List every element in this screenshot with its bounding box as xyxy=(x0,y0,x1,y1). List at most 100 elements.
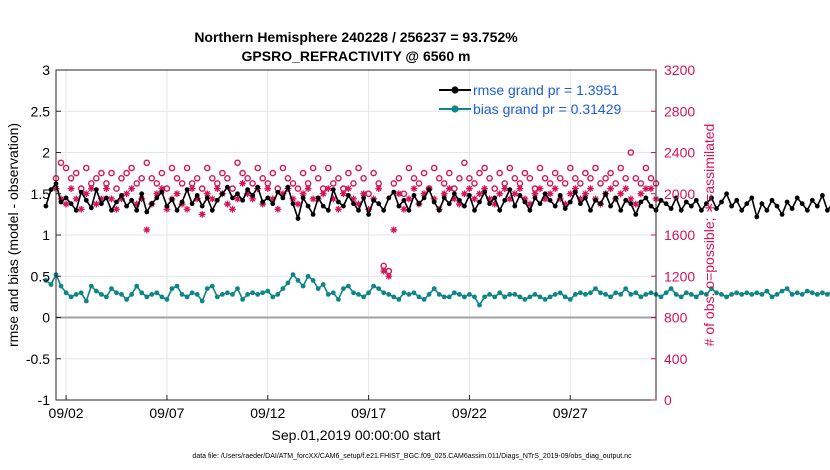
bias-point xyxy=(502,294,508,300)
bias-point xyxy=(214,294,220,300)
rmse-point xyxy=(73,207,79,213)
obs-assimilated-point xyxy=(67,185,75,192)
rmse-point xyxy=(280,195,286,201)
rmse-point xyxy=(820,193,825,198)
rmse-point xyxy=(704,201,709,207)
bias-point xyxy=(446,294,452,300)
x-tick-label: 09/07 xyxy=(149,405,184,421)
bias-point xyxy=(557,290,563,296)
rmse-point xyxy=(356,207,361,213)
rmse-point xyxy=(668,206,674,212)
obs-assimilated-point xyxy=(224,200,231,208)
rmse-point xyxy=(593,197,598,203)
obs-possible-point xyxy=(440,180,448,187)
bias-point xyxy=(598,290,603,296)
right-tick-label: 2400 xyxy=(664,145,695,161)
rmse-point xyxy=(99,201,104,207)
bias-point xyxy=(825,292,830,297)
obs-assimilated-point xyxy=(516,185,524,192)
bias-point xyxy=(492,294,498,300)
obs-assimilated-point xyxy=(556,195,564,203)
rmse-point xyxy=(230,195,235,201)
bias-point xyxy=(270,294,276,300)
bias-point xyxy=(285,280,291,286)
rmse-point xyxy=(598,201,603,207)
rmse-point xyxy=(764,207,770,213)
rmse-point xyxy=(719,199,724,205)
rmse-point xyxy=(547,197,553,203)
bias-point xyxy=(194,292,200,297)
right-tick-label: 1600 xyxy=(664,227,695,243)
obs-possible-point xyxy=(612,180,620,187)
obs-assimilated-point xyxy=(496,190,504,198)
obs-assimilated-point xyxy=(471,195,478,203)
bias-point xyxy=(184,294,190,300)
rmse-point xyxy=(315,195,321,201)
rmse-point xyxy=(769,197,775,203)
rmse-point xyxy=(325,207,331,213)
bias-point xyxy=(401,290,407,296)
rmse-point xyxy=(144,209,150,215)
obs-possible-point xyxy=(259,174,267,182)
rmse-point xyxy=(583,195,588,201)
rmse-point xyxy=(275,189,281,195)
obs-assimilated-point xyxy=(345,185,352,192)
obs-assimilated-point xyxy=(455,200,463,208)
rmse-point xyxy=(537,201,543,207)
left-tick-label: 1.5 xyxy=(31,186,51,202)
bias-point xyxy=(83,298,89,304)
rmse-point xyxy=(225,184,230,190)
rmse-point xyxy=(184,187,190,193)
bias-point xyxy=(804,288,810,294)
rmse-point xyxy=(542,191,548,197)
rmse-point xyxy=(572,189,578,195)
obs-possible-point xyxy=(309,164,317,172)
obs-assimilated-point xyxy=(138,195,146,203)
obs-possible-point xyxy=(556,174,564,182)
rmse-point xyxy=(63,195,69,201)
obs-assimilated-point xyxy=(208,195,216,203)
rmse-point xyxy=(774,203,780,209)
rmse-point xyxy=(330,187,336,193)
obs-assimilated-point xyxy=(571,185,579,192)
left-axis: -1 -0.5 0 0.5 1 1.5 2 2.5 3 xyxy=(26,62,61,408)
bias-point xyxy=(371,283,376,289)
rmse-point xyxy=(814,203,820,209)
bias-point xyxy=(673,292,679,297)
obs-possible-point xyxy=(360,174,367,182)
left-axis-label: rmse and bias (model - observation) xyxy=(5,123,21,347)
rmse-point xyxy=(492,195,498,201)
obs-assimilated-point xyxy=(57,195,65,203)
rmse-point xyxy=(663,201,669,207)
bias-point xyxy=(93,288,99,294)
rmse-point xyxy=(562,206,568,212)
obs-assimilated-point xyxy=(198,210,206,218)
rmse-point xyxy=(174,207,180,213)
bias-point xyxy=(704,292,709,297)
rmse-point xyxy=(794,195,800,201)
obs-possible-point xyxy=(128,164,135,172)
rmse-point xyxy=(310,212,316,217)
rmse-point xyxy=(446,201,452,207)
rmse-point xyxy=(557,193,563,198)
rmse-point xyxy=(139,191,145,197)
obs-possible-point xyxy=(572,174,579,182)
bias-point xyxy=(189,290,195,296)
obs-possible-point xyxy=(607,169,614,177)
rmse-point xyxy=(114,199,119,205)
rmse-point xyxy=(361,195,366,201)
bias-point xyxy=(754,290,760,296)
bias-point xyxy=(809,290,815,296)
obs-assimilated-point xyxy=(203,190,211,198)
obs-assimilated-point xyxy=(617,190,625,198)
rmse-point xyxy=(93,187,99,193)
bias-point xyxy=(325,292,331,297)
obs-possible-point xyxy=(67,174,75,182)
rmse-point xyxy=(290,201,296,207)
obs-assimilated-point xyxy=(92,200,100,208)
bias-point xyxy=(240,297,246,302)
rmse-point xyxy=(804,207,810,213)
rmse-point xyxy=(724,191,729,197)
bias-point xyxy=(310,278,316,283)
